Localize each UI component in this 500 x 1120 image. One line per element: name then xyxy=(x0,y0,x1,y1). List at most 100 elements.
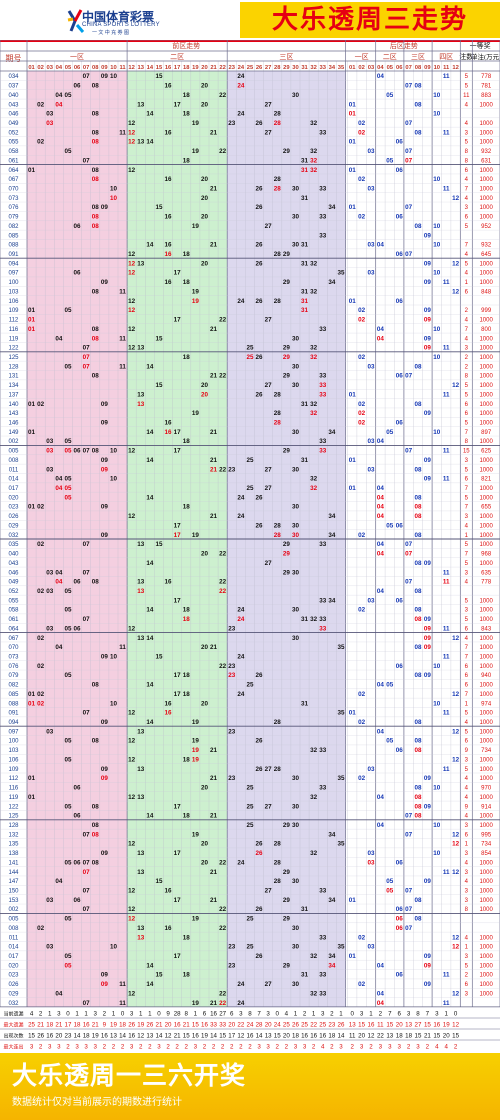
back-number-mark: 01 xyxy=(349,204,357,211)
back-number-mark: 12 xyxy=(452,841,460,848)
back-number-mark: 04 xyxy=(377,962,385,969)
issue-cell: 029 xyxy=(8,523,19,529)
back-number-mark: 08 xyxy=(414,466,422,473)
front-number-mark: 22 xyxy=(219,317,227,324)
stats-row-label: 最大遗漏 xyxy=(3,1022,23,1029)
prize-amount-cell: 999 xyxy=(481,308,492,314)
issue-cell: 106 xyxy=(8,299,19,305)
back-number-mark: 11 xyxy=(443,710,450,717)
prize-count-cell: 7 xyxy=(465,486,469,492)
issue-cell: 049 xyxy=(8,580,19,586)
front-zone-header: 三区 xyxy=(279,53,293,61)
issue-cell: 020 xyxy=(8,963,19,969)
issue-cell: 094 xyxy=(8,261,19,267)
issue-cell: 109 xyxy=(8,767,19,773)
front-number-mark: 11 xyxy=(119,644,126,651)
back-number-mark: 10 xyxy=(433,850,441,857)
front-number-mark: 05 xyxy=(64,485,72,492)
back-number-mark: 11 xyxy=(443,476,450,483)
back-number-mark: 03 xyxy=(367,850,375,857)
stats-cell: 28 xyxy=(174,1011,181,1018)
front-number-mark: 17 xyxy=(174,691,182,698)
front-number-mark: 13 xyxy=(137,925,145,932)
stats-cell: 1 xyxy=(75,1011,79,1018)
prize-amount-cell: 635 xyxy=(481,570,492,576)
front-number-mark: 31 xyxy=(301,972,309,979)
stats-cell: 25 xyxy=(319,1022,326,1029)
front-number-mark: 32 xyxy=(310,120,318,127)
stats-cell: 14 xyxy=(210,1033,217,1040)
front-number-mark: 12 xyxy=(128,251,136,258)
prize-count-cell: 6 xyxy=(465,982,469,988)
prize-amount-cell: 1000 xyxy=(479,898,493,904)
front-number-header: 16 xyxy=(165,65,172,71)
front-number-mark: 14 xyxy=(146,719,154,726)
back-number-header: 06 xyxy=(396,65,403,71)
back-number-mark: 06 xyxy=(396,251,404,258)
stats-cell: 21 xyxy=(424,1033,431,1040)
front-number-mark: 30 xyxy=(292,878,300,885)
stats-cell: 21 xyxy=(92,1022,99,1029)
back-number-mark: 05 xyxy=(386,738,394,745)
front-number-mark: 24 xyxy=(237,859,245,866)
prize-amount-cell: 734 xyxy=(481,748,492,754)
stats-cell: 0 xyxy=(350,1011,354,1018)
front-number-mark: 08 xyxy=(92,167,100,174)
front-number-mark: 21 xyxy=(210,457,218,464)
stats-cell: 4 xyxy=(30,1011,34,1018)
prize-amount-cell: 1000 xyxy=(479,991,493,997)
back-number-mark: 07 xyxy=(405,813,413,820)
back-number-mark: 03 xyxy=(367,859,375,866)
stats-cell: 2 xyxy=(148,1044,152,1051)
front-number-mark: 29 xyxy=(283,354,291,361)
prize-count-cell: 1 xyxy=(465,280,469,286)
front-number-mark: 32 xyxy=(310,485,318,492)
issue-cell: 125 xyxy=(8,355,19,361)
front-number-mark: 16 xyxy=(165,279,173,286)
back-number-mark: 03 xyxy=(367,944,375,951)
front-number-mark: 32 xyxy=(310,747,318,754)
prize-amount-cell: 1000 xyxy=(479,692,493,698)
stats-cell: 2 xyxy=(230,1044,234,1051)
stats-cell: 2 xyxy=(185,1044,189,1051)
prize-count-cell: 3 xyxy=(465,514,469,520)
back-number-mark: 08 xyxy=(414,532,422,539)
issue-cell: 058 xyxy=(8,608,19,614)
prize-amount-cell: 631 xyxy=(481,158,492,164)
front-number-mark: 07 xyxy=(83,1000,91,1007)
issue-cell: 094 xyxy=(8,720,19,726)
front-number-mark: 21 xyxy=(210,747,218,754)
back-number-mark: 02 xyxy=(358,410,366,417)
stats-cell: 3 xyxy=(157,1044,161,1051)
issue-cell: 132 xyxy=(8,832,19,838)
issue-cell: 017 xyxy=(8,954,19,960)
stats-cell: 25 xyxy=(283,1022,290,1029)
front-number-mark: 26 xyxy=(256,391,264,398)
issue-cell: 091 xyxy=(8,711,19,717)
front-number-mark: 03 xyxy=(46,448,54,455)
front-number-mark: 24 xyxy=(237,616,245,623)
front-number-mark: 15 xyxy=(155,972,163,979)
front-number-mark: 17 xyxy=(174,597,182,604)
front-number-mark: 18 xyxy=(183,813,191,820)
stats-cell: 26 xyxy=(128,1022,135,1029)
back-number-mark: 09 xyxy=(424,307,432,314)
front-number-mark: 31 xyxy=(301,288,309,295)
stats-cell: 20 xyxy=(165,1022,172,1029)
prize-count-cell: 6 xyxy=(465,289,469,295)
back-number-mark: 01 xyxy=(349,101,357,108)
prize-amount-cell: 1000 xyxy=(479,795,493,801)
stats-cell: 20 xyxy=(443,1033,450,1040)
front-number-mark: 13 xyxy=(137,869,145,876)
front-number-mark: 09 xyxy=(101,73,109,80)
back-number-mark: 12 xyxy=(452,869,460,876)
prize-amount-cell: 1000 xyxy=(479,280,493,286)
stats-cell: 3 xyxy=(266,1044,270,1051)
front-number-mark: 09 xyxy=(101,850,109,857)
back-number-mark: 02 xyxy=(358,607,366,614)
prize-count-cell: 6 xyxy=(465,168,469,174)
front-number-mark: 01 xyxy=(28,700,36,707)
back-number-mark: 04 xyxy=(377,504,385,511)
issue-cell: 119 xyxy=(9,795,19,801)
issue-cell: 017 xyxy=(8,486,19,492)
